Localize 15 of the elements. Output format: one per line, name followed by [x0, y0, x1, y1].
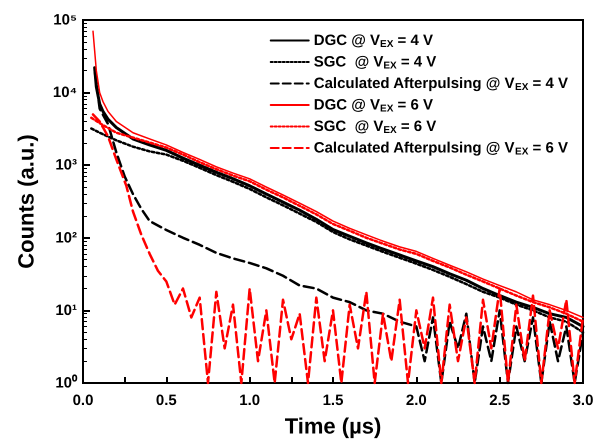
y-tick-label: 10¹	[55, 302, 77, 319]
y-tick-label: 10⁰	[55, 374, 78, 392]
y-tick-label: 10²	[55, 229, 77, 246]
y-tick-label: 10³	[55, 156, 77, 174]
x-tick-label: 2.0	[406, 392, 427, 409]
x-axis-title: Time (µs)	[284, 414, 382, 438]
x-tick-label: 2.5	[489, 392, 510, 409]
x-tick-label: 1.0	[239, 392, 260, 409]
x-tick-label: 1.5	[322, 392, 344, 409]
x-tick-label: 0.0	[72, 392, 94, 409]
y-tick-label: 10⁴	[52, 84, 77, 102]
x-tick-label: 0.5	[156, 392, 177, 409]
y-axis-title: Counts (a.u.)	[14, 134, 38, 269]
y-tick-label: 10⁵	[53, 12, 77, 28]
x-tick-label: 3.0	[572, 392, 594, 409]
